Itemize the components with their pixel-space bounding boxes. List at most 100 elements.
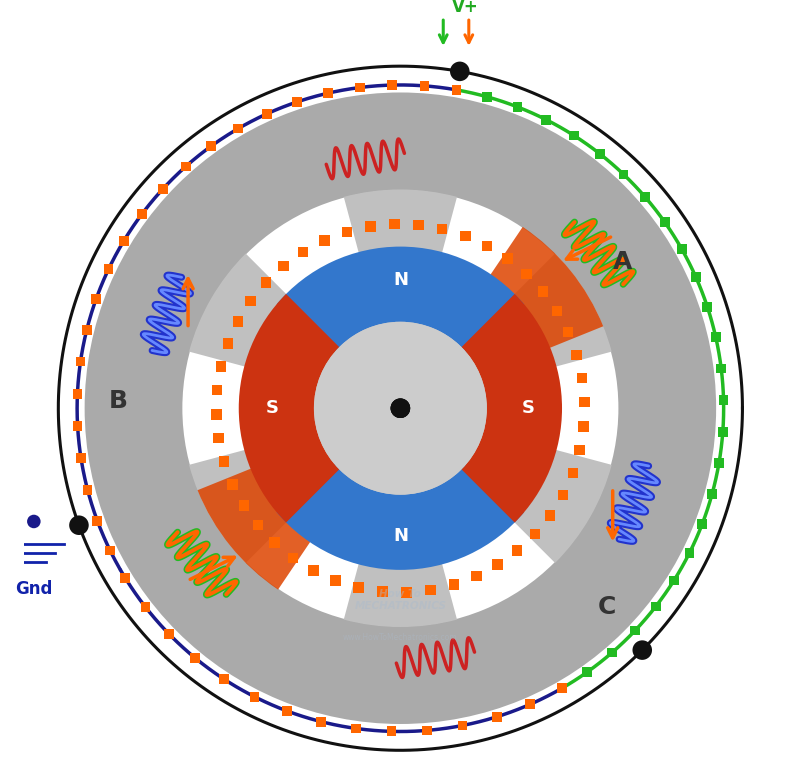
Wedge shape <box>505 254 612 370</box>
FancyBboxPatch shape <box>389 219 400 230</box>
FancyBboxPatch shape <box>354 583 364 593</box>
FancyBboxPatch shape <box>630 626 640 636</box>
Wedge shape <box>482 227 603 353</box>
FancyBboxPatch shape <box>569 131 578 140</box>
FancyBboxPatch shape <box>577 373 587 384</box>
FancyBboxPatch shape <box>288 552 298 563</box>
FancyBboxPatch shape <box>386 727 397 736</box>
FancyBboxPatch shape <box>330 576 341 586</box>
Wedge shape <box>277 464 524 569</box>
FancyBboxPatch shape <box>512 545 522 555</box>
FancyBboxPatch shape <box>82 485 93 495</box>
FancyBboxPatch shape <box>253 520 263 531</box>
FancyBboxPatch shape <box>377 587 387 597</box>
FancyBboxPatch shape <box>716 363 726 373</box>
Wedge shape <box>277 247 524 352</box>
FancyBboxPatch shape <box>702 302 712 312</box>
FancyBboxPatch shape <box>698 519 707 529</box>
Wedge shape <box>505 447 612 563</box>
FancyBboxPatch shape <box>222 338 234 349</box>
Circle shape <box>390 398 410 418</box>
FancyBboxPatch shape <box>685 548 694 558</box>
Wedge shape <box>238 294 339 523</box>
FancyBboxPatch shape <box>76 454 86 463</box>
Text: S: S <box>266 399 279 417</box>
Wedge shape <box>344 190 457 266</box>
FancyBboxPatch shape <box>219 457 230 467</box>
FancyBboxPatch shape <box>574 445 585 455</box>
FancyBboxPatch shape <box>460 230 470 241</box>
FancyBboxPatch shape <box>542 115 551 124</box>
FancyBboxPatch shape <box>521 268 531 279</box>
FancyBboxPatch shape <box>233 316 243 327</box>
FancyBboxPatch shape <box>419 81 430 91</box>
FancyBboxPatch shape <box>707 489 717 499</box>
FancyBboxPatch shape <box>558 490 568 500</box>
FancyBboxPatch shape <box>164 629 174 639</box>
FancyBboxPatch shape <box>141 602 150 612</box>
FancyBboxPatch shape <box>282 706 292 716</box>
Text: C: C <box>598 595 616 619</box>
Text: Gnd: Gnd <box>15 580 53 598</box>
FancyBboxPatch shape <box>278 261 289 271</box>
FancyBboxPatch shape <box>718 427 728 436</box>
Circle shape <box>633 640 652 660</box>
FancyBboxPatch shape <box>677 244 686 254</box>
FancyBboxPatch shape <box>482 240 493 251</box>
FancyBboxPatch shape <box>319 235 330 246</box>
FancyBboxPatch shape <box>91 294 101 304</box>
FancyBboxPatch shape <box>482 92 492 102</box>
FancyBboxPatch shape <box>557 683 567 693</box>
FancyBboxPatch shape <box>342 226 352 237</box>
FancyBboxPatch shape <box>323 88 333 98</box>
FancyBboxPatch shape <box>355 82 365 93</box>
FancyBboxPatch shape <box>250 692 259 702</box>
FancyBboxPatch shape <box>298 247 308 257</box>
FancyBboxPatch shape <box>714 458 724 468</box>
FancyBboxPatch shape <box>545 510 555 520</box>
Wedge shape <box>189 254 296 370</box>
FancyBboxPatch shape <box>137 209 147 219</box>
Text: How To
MECHATRONICS: How To MECHATRONICS <box>354 589 446 611</box>
FancyBboxPatch shape <box>246 296 256 307</box>
FancyBboxPatch shape <box>582 667 592 677</box>
FancyBboxPatch shape <box>181 162 190 171</box>
Circle shape <box>450 61 470 81</box>
Text: www.HowToMechatronics.com: www.HowToMechatronics.com <box>343 633 458 642</box>
FancyBboxPatch shape <box>579 397 590 408</box>
FancyBboxPatch shape <box>452 85 462 95</box>
FancyBboxPatch shape <box>262 109 272 119</box>
FancyBboxPatch shape <box>492 559 503 570</box>
FancyBboxPatch shape <box>308 566 319 576</box>
FancyBboxPatch shape <box>571 349 582 360</box>
FancyBboxPatch shape <box>212 385 222 395</box>
FancyBboxPatch shape <box>93 516 102 526</box>
FancyBboxPatch shape <box>452 85 462 95</box>
FancyBboxPatch shape <box>270 538 280 548</box>
Circle shape <box>314 322 487 495</box>
FancyBboxPatch shape <box>120 573 130 583</box>
Text: N: N <box>393 527 408 545</box>
Circle shape <box>390 398 410 418</box>
FancyBboxPatch shape <box>669 576 678 586</box>
Wedge shape <box>344 551 457 627</box>
Circle shape <box>390 398 410 418</box>
FancyBboxPatch shape <box>551 306 562 316</box>
FancyBboxPatch shape <box>190 653 200 663</box>
FancyBboxPatch shape <box>76 356 86 366</box>
FancyBboxPatch shape <box>365 221 376 232</box>
FancyBboxPatch shape <box>234 124 243 134</box>
Wedge shape <box>85 93 716 724</box>
FancyBboxPatch shape <box>401 587 412 598</box>
Circle shape <box>69 516 89 535</box>
FancyBboxPatch shape <box>261 277 271 288</box>
FancyBboxPatch shape <box>567 468 578 478</box>
FancyBboxPatch shape <box>530 529 540 539</box>
FancyBboxPatch shape <box>219 674 229 684</box>
FancyBboxPatch shape <box>82 325 92 335</box>
FancyBboxPatch shape <box>526 699 535 710</box>
FancyBboxPatch shape <box>216 361 226 372</box>
Text: B: B <box>109 389 128 412</box>
FancyBboxPatch shape <box>563 327 574 338</box>
FancyBboxPatch shape <box>492 712 502 722</box>
